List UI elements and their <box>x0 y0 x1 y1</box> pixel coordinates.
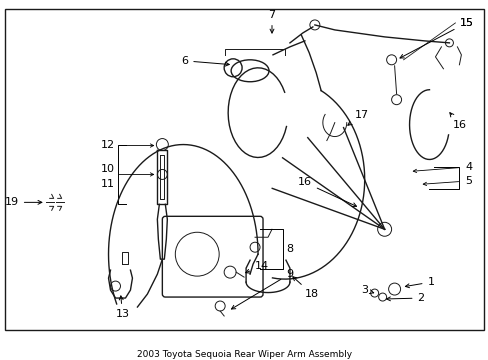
Text: 19: 19 <box>5 197 42 207</box>
Text: 4: 4 <box>465 162 471 172</box>
Text: 12: 12 <box>100 140 114 149</box>
Text: 8: 8 <box>285 244 292 254</box>
Text: 15: 15 <box>399 18 472 58</box>
Text: 2003 Toyota Sequoia Rear Wiper Arm Assembly
Diagram for 85241-34010: 2003 Toyota Sequoia Rear Wiper Arm Assem… <box>137 350 351 360</box>
Text: 18: 18 <box>292 277 318 299</box>
Text: 5: 5 <box>465 176 471 186</box>
Text: 17: 17 <box>347 110 368 125</box>
Text: 10: 10 <box>101 165 114 175</box>
Text: 3: 3 <box>360 285 373 295</box>
Text: 13: 13 <box>115 296 129 319</box>
Text: 16: 16 <box>449 113 466 130</box>
Text: 11: 11 <box>101 179 114 189</box>
Text: 2: 2 <box>386 293 424 303</box>
Text: 14: 14 <box>245 261 268 273</box>
Text: 1: 1 <box>405 277 434 288</box>
Text: 9: 9 <box>231 269 292 309</box>
Text: 16: 16 <box>297 177 356 207</box>
Text: 6: 6 <box>181 56 229 66</box>
Text: 7: 7 <box>268 10 275 33</box>
Text: 15: 15 <box>458 18 472 28</box>
